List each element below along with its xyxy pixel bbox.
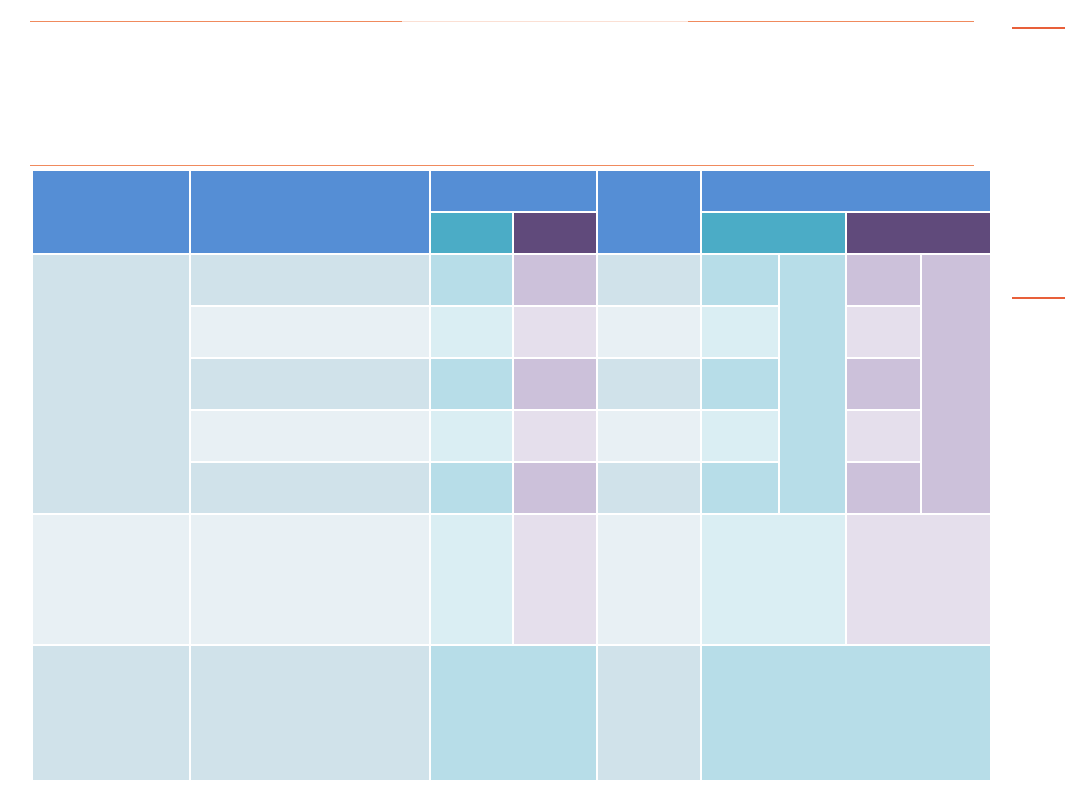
table-cell [845,305,922,359]
side-marker-top [1012,27,1065,29]
table-cell [429,461,514,515]
subheader-b-purple [845,211,992,255]
comparison-table [31,169,992,782]
table-cell [512,305,598,359]
table-cell [700,305,780,359]
table-cell [845,253,922,307]
header-group-a [429,169,598,213]
table-cell [429,513,514,646]
header-col-1 [31,169,191,255]
table-cell [429,253,514,307]
top-rule-middle [402,21,688,22]
subheader-b-teal [700,211,847,255]
table-cell [596,644,702,782]
table-cell [512,513,598,646]
table-row [31,513,992,646]
table-cell [700,253,780,307]
table-cell [189,305,431,359]
table-cell [596,461,702,515]
merged-purple-cell [920,253,992,515]
table-cell [700,644,992,782]
top-rule-left [30,21,402,22]
table-cell [512,461,598,515]
table-cell [845,461,922,515]
table-cell [512,253,598,307]
table-cell [512,357,598,411]
table-cell [429,305,514,359]
table-row [32,409,991,463]
table-cell [189,357,431,411]
table-cell [596,513,702,646]
table-cell [189,461,431,515]
slide-title [30,30,975,160]
table-cell [596,305,702,359]
table-cell [700,461,780,515]
table-cell [189,253,431,307]
table-row [31,253,992,515]
header-group-b [700,169,992,213]
table-cell [429,644,598,782]
table-cell [596,253,702,307]
table-cell [700,513,847,646]
top-rule-right [688,21,974,22]
row-group-1-label [31,253,191,515]
row-group-3-label [31,644,191,782]
table-cell [596,409,702,463]
subheader-a-teal [429,211,514,255]
table-row [32,357,991,411]
merged-teal-cell [778,253,847,515]
table-row [32,461,991,515]
table-cell [189,409,431,463]
table-row [32,305,991,359]
table-cell [189,513,431,646]
row-group-2-label [31,513,191,646]
header-col-5 [596,169,702,255]
table-cell [700,409,780,463]
table-cell [596,357,702,411]
header-col-2 [189,169,431,255]
table-cell [845,513,992,646]
table-cell [845,409,922,463]
table-cell [845,357,922,411]
table-cell [429,409,514,463]
table-row [31,644,992,782]
table-cell [429,357,514,411]
table-cell [189,644,431,782]
table-cell [700,357,780,411]
table-cell [512,409,598,463]
title-underline-rule [30,165,974,166]
subheader-a-purple [512,211,598,255]
side-marker-middle [1012,297,1065,299]
